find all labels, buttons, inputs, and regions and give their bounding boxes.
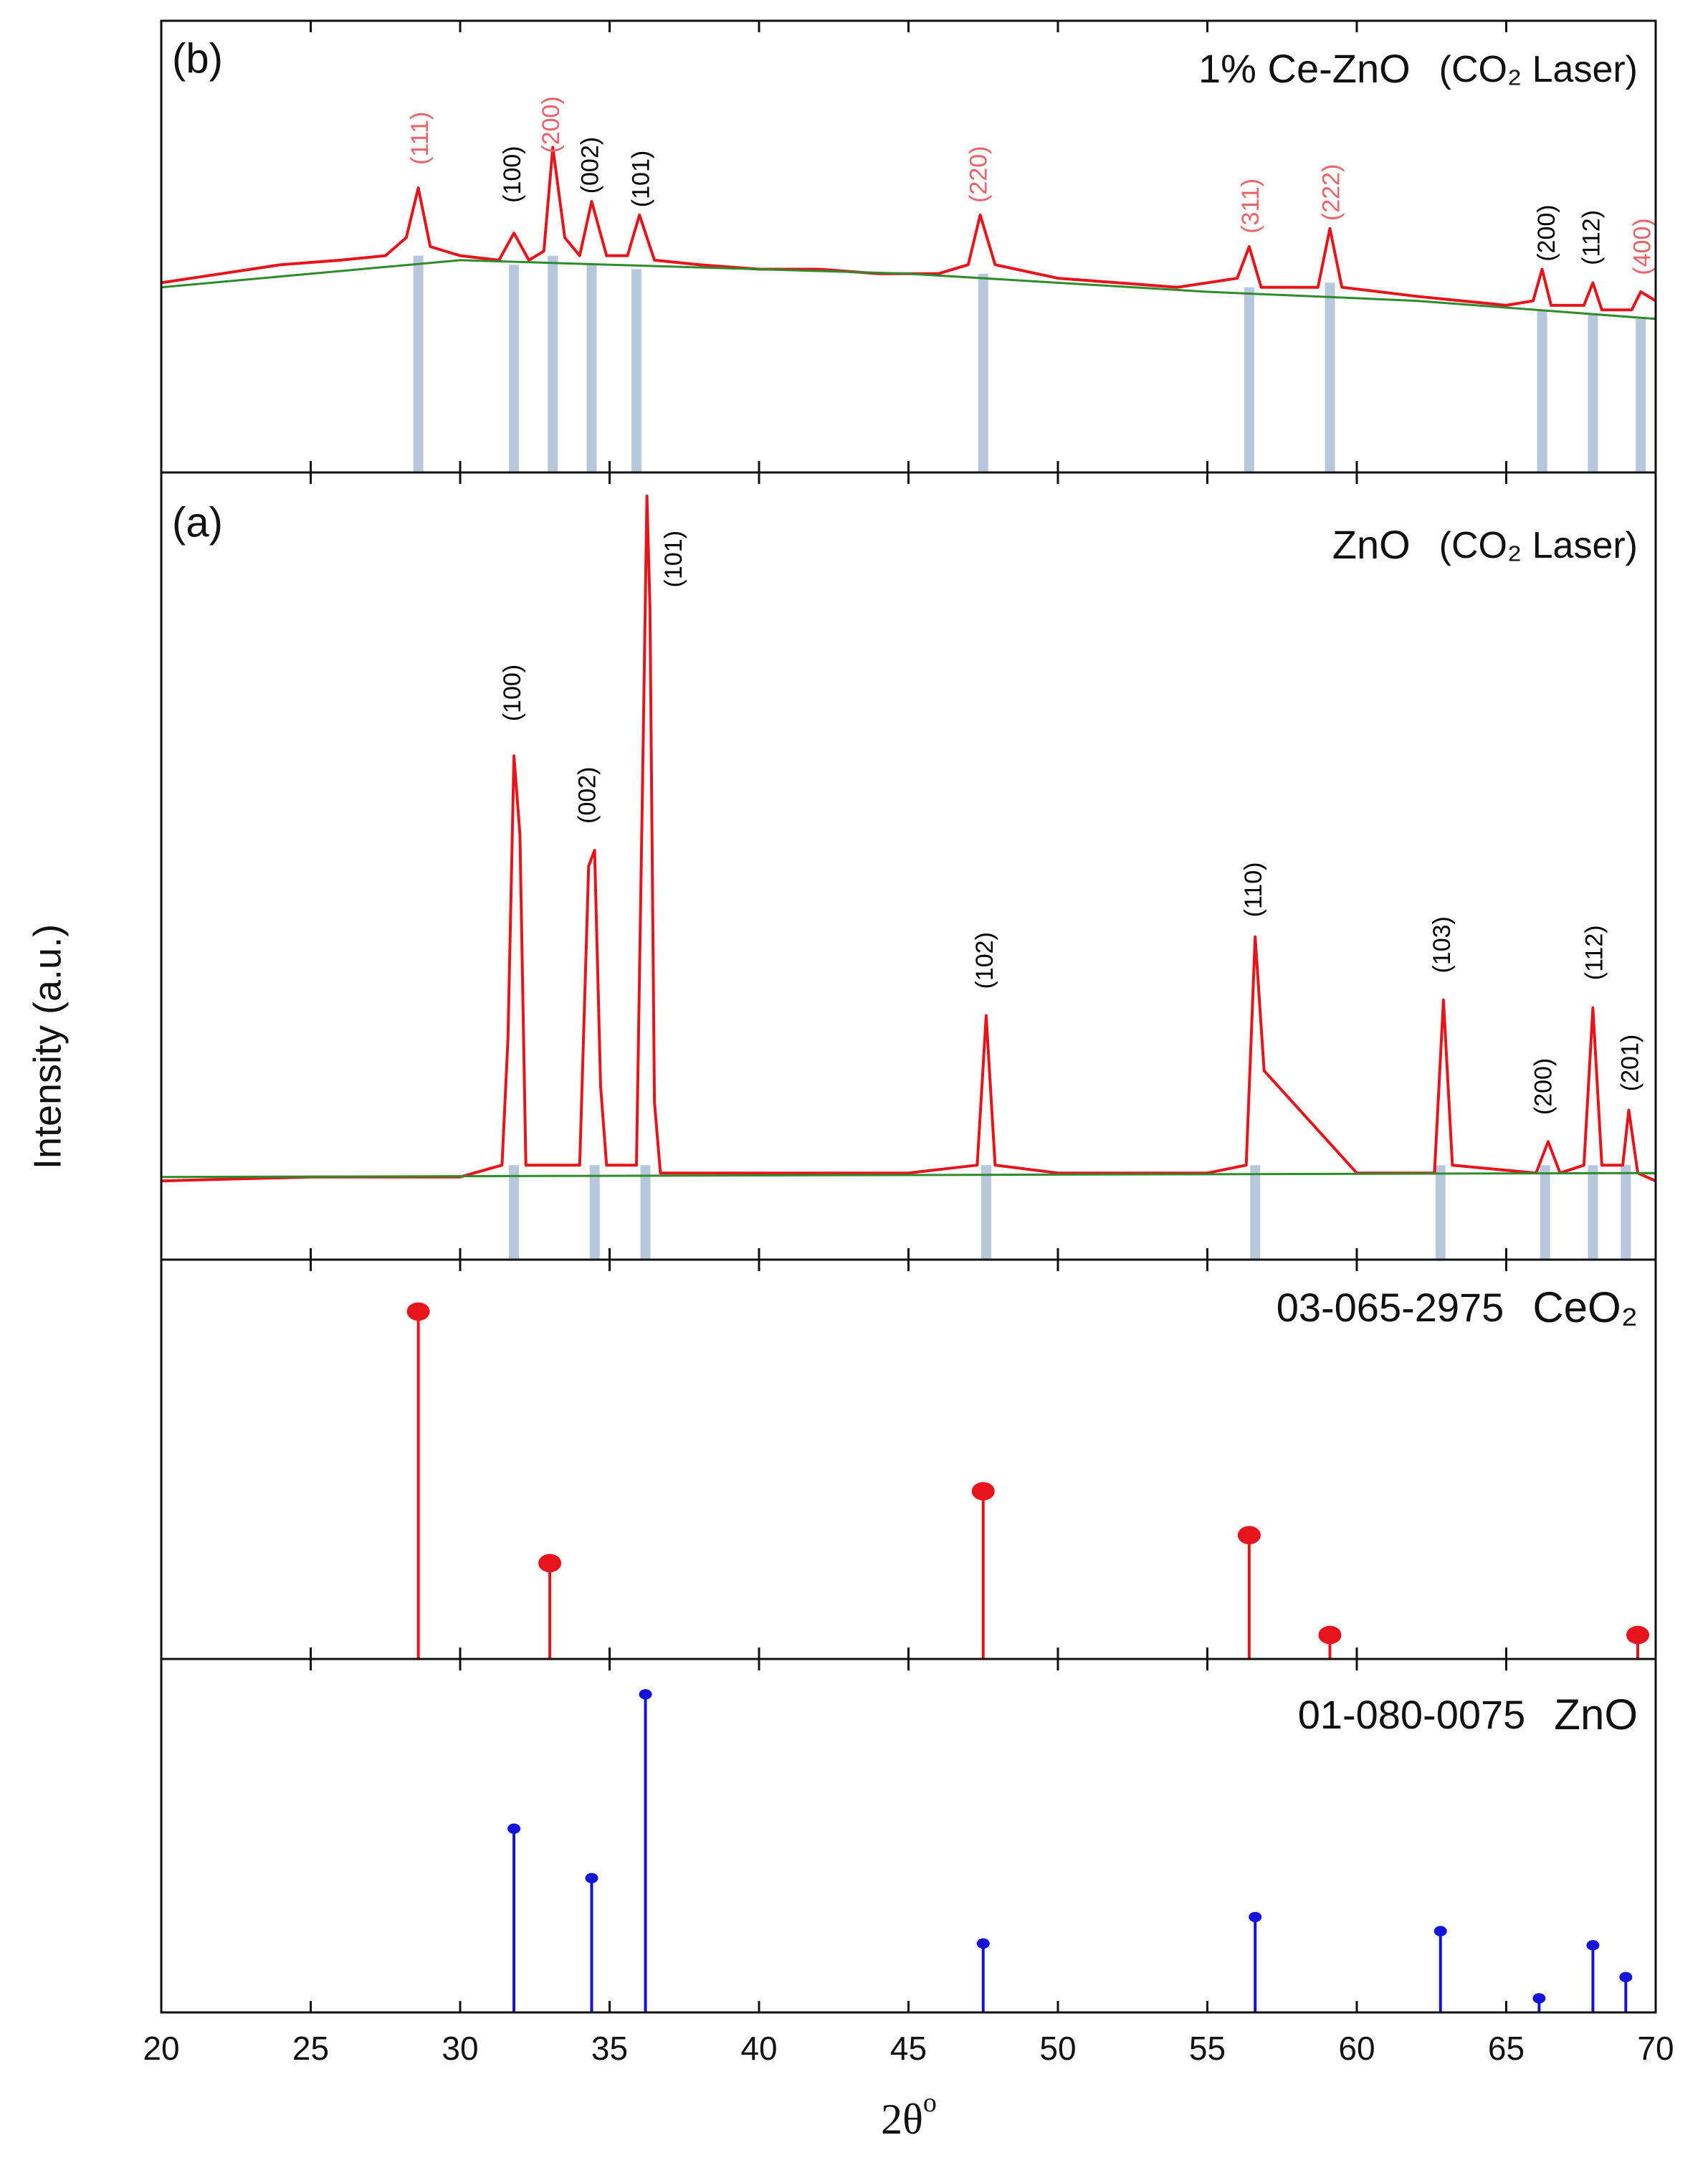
x-axis-label: 2θo bbox=[881, 2088, 937, 2143]
peak-label: (222) bbox=[1318, 164, 1345, 221]
reference-bar bbox=[631, 269, 642, 472]
peak-label: (112) bbox=[1581, 925, 1608, 980]
panel-title-main: 1% Ce-ZnO bbox=[1198, 46, 1411, 91]
stem-marker bbox=[976, 1938, 990, 1949]
panel-title: 1% Ce-ZnO (CO₂ Laser) bbox=[1198, 46, 1638, 91]
stem-marker bbox=[1586, 1940, 1600, 1951]
y-axis-label: Intensity (a.u.) bbox=[26, 924, 69, 1169]
peak-label: (002) bbox=[573, 766, 601, 823]
peak-label: (100) bbox=[499, 146, 526, 203]
reference-bar bbox=[548, 255, 558, 472]
reference-bar bbox=[640, 1165, 651, 1260]
peak-label: (002) bbox=[576, 137, 603, 194]
peak-label: (112) bbox=[1578, 210, 1605, 265]
panel-title-main: 03-065-2975 bbox=[1277, 1285, 1504, 1330]
reference-bar bbox=[978, 273, 988, 472]
peak-label: (102) bbox=[971, 932, 998, 989]
stem-marker bbox=[1249, 1911, 1262, 1923]
panel-title-main: 01-080-0075 bbox=[1298, 1692, 1526, 1737]
reference-bar bbox=[1435, 1165, 1446, 1260]
reference-bar bbox=[981, 1165, 991, 1260]
peak-label: (400) bbox=[1628, 218, 1656, 275]
baseline-line bbox=[161, 259, 1656, 320]
x-axis-label-sup: o bbox=[923, 2088, 937, 2118]
reference-bar bbox=[1588, 314, 1598, 472]
peak-label: (101) bbox=[627, 151, 654, 207]
x-tick-label: 70 bbox=[1637, 2030, 1674, 2067]
panel-title-sub: ZnO bbox=[1554, 1691, 1638, 1739]
peak-label: (103) bbox=[1428, 916, 1456, 973]
reference-bar bbox=[589, 1165, 600, 1260]
pattern-line bbox=[161, 146, 1657, 312]
reference-bar bbox=[1621, 1165, 1631, 1260]
reference-bar bbox=[1537, 310, 1547, 472]
panel-label: (a) bbox=[172, 499, 223, 546]
x-tick-label: 55 bbox=[1189, 2030, 1226, 2067]
panel-frame bbox=[160, 19, 1657, 474]
panel-label: (b) bbox=[172, 35, 223, 82]
peak-label: (200) bbox=[538, 96, 565, 153]
reference-bar bbox=[1244, 287, 1254, 472]
stem-marker bbox=[585, 1873, 598, 1883]
peak-label: (201) bbox=[1617, 1035, 1644, 1091]
peak-label: (220) bbox=[965, 146, 993, 203]
reference-bar bbox=[1540, 1165, 1550, 1260]
peak-label: (111) bbox=[406, 112, 434, 165]
reference-bar bbox=[509, 1165, 520, 1260]
peak-label: (101) bbox=[660, 531, 687, 587]
stem-marker bbox=[1237, 1526, 1261, 1545]
baseline-line bbox=[161, 1171, 1656, 1179]
panel-frame bbox=[160, 471, 1657, 1261]
peak-label: (200) bbox=[1530, 1058, 1557, 1115]
pattern-line bbox=[161, 494, 1656, 1183]
stem-marker bbox=[1626, 1625, 1649, 1645]
panel-title: 01-080-0075 ZnO bbox=[1298, 1691, 1638, 1739]
reference-bar bbox=[509, 265, 520, 472]
reference-bar bbox=[1325, 282, 1335, 472]
x-tick-label: 45 bbox=[890, 2030, 927, 2067]
panel-title: ZnO (CO₂ Laser) bbox=[1332, 522, 1638, 567]
x-tick-label: 25 bbox=[292, 2030, 329, 2067]
peak-label: (110) bbox=[1240, 862, 1267, 918]
peak-label: (311) bbox=[1237, 179, 1264, 234]
panel-title-sub: CeO₂ bbox=[1532, 1283, 1638, 1331]
stem-marker bbox=[406, 1302, 430, 1321]
x-tick-label: 40 bbox=[740, 2030, 777, 2067]
stem-marker bbox=[507, 1823, 521, 1834]
peak-label: (100) bbox=[499, 665, 526, 721]
panel-title-sub: (CO₂ Laser) bbox=[1439, 525, 1638, 566]
stem-marker bbox=[639, 1689, 652, 1700]
x-tick-label: 35 bbox=[591, 2030, 628, 2067]
reference-bar bbox=[1250, 1165, 1261, 1260]
peak-label: (200) bbox=[1533, 204, 1560, 261]
panel-title-main: ZnO bbox=[1332, 522, 1411, 567]
reference-bar bbox=[1636, 318, 1646, 472]
panel-title: 03-065-2975 CeO₂ bbox=[1277, 1283, 1638, 1331]
panel-title-sub: (CO₂ Laser) bbox=[1439, 49, 1638, 90]
reference-bar bbox=[413, 255, 424, 472]
x-tick-label: 65 bbox=[1488, 2030, 1525, 2067]
x-tick-label: 20 bbox=[143, 2030, 179, 2067]
reference-bar bbox=[586, 265, 597, 472]
stem-marker bbox=[1318, 1625, 1342, 1645]
stem-marker bbox=[971, 1482, 995, 1501]
stem-marker bbox=[1619, 1972, 1633, 1982]
x-tick-label: 60 bbox=[1338, 2030, 1375, 2067]
reference-bar bbox=[1588, 1165, 1598, 1260]
stem-marker bbox=[1532, 1993, 1546, 2004]
x-tick-label: 50 bbox=[1039, 2030, 1076, 2067]
stem-marker bbox=[538, 1554, 562, 1573]
x-axis-label-main: 2θ bbox=[881, 2096, 923, 2143]
x-tick-label: 30 bbox=[442, 2030, 478, 2067]
stem-marker bbox=[1433, 1926, 1447, 1936]
